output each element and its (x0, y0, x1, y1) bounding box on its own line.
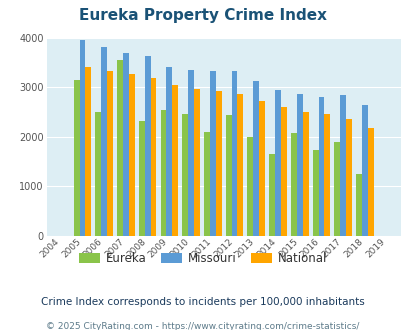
Bar (209, 71, 215, 236)
Bar (172, 85, 178, 236)
Text: © 2025 CityRating.com - https://www.cityrating.com/crime-statistics/: © 2025 CityRating.com - https://www.city… (46, 322, 359, 330)
Bar (182, 114, 188, 236)
Bar (123, 53, 128, 236)
Bar (95, 112, 101, 236)
Bar (150, 78, 156, 236)
Bar (318, 97, 324, 236)
Bar (355, 174, 361, 236)
Bar (145, 56, 150, 236)
Bar (194, 89, 199, 236)
Legend: Eureka, Missouri, National: Eureka, Missouri, National (74, 247, 331, 270)
Bar (280, 107, 286, 236)
Bar (237, 94, 243, 236)
Bar (345, 118, 351, 236)
Bar (247, 137, 253, 236)
Bar (231, 71, 237, 236)
Bar (258, 101, 264, 236)
Bar (225, 115, 231, 236)
Bar (361, 105, 367, 236)
Text: Crime Index corresponds to incidents per 100,000 inhabitants: Crime Index corresponds to incidents per… (41, 297, 364, 307)
Bar (166, 67, 172, 236)
Bar (367, 128, 373, 236)
Bar (269, 154, 275, 236)
Bar (290, 133, 296, 236)
Bar (117, 60, 123, 236)
Bar (312, 150, 318, 236)
Bar (128, 74, 134, 236)
Bar (324, 114, 329, 236)
Bar (215, 91, 221, 236)
Bar (302, 112, 308, 236)
Bar (85, 67, 91, 236)
Bar (74, 80, 79, 236)
Text: Eureka Property Crime Index: Eureka Property Crime Index (79, 8, 326, 23)
Bar (107, 71, 113, 236)
Bar (79, 41, 85, 236)
Bar (275, 90, 280, 236)
Bar (101, 47, 107, 236)
Bar (188, 70, 194, 236)
Bar (334, 142, 339, 236)
Bar (296, 94, 302, 236)
Bar (160, 110, 166, 236)
Bar (204, 132, 209, 236)
Bar (253, 81, 258, 236)
Bar (339, 95, 345, 236)
Bar (139, 121, 145, 236)
